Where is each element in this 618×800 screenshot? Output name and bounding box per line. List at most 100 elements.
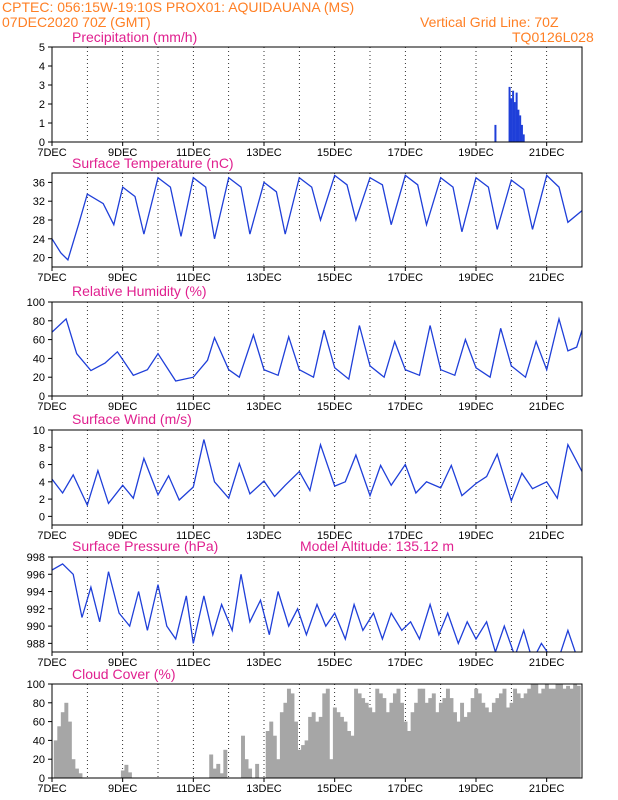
y-tick-label: 20 xyxy=(33,372,45,384)
x-tick-label: 19DEC xyxy=(458,657,494,669)
cloud-bar xyxy=(460,702,465,778)
cloud-bar xyxy=(463,716,468,778)
x-tick-label: 13DEC xyxy=(246,657,282,669)
station-info: CPTEC: 056:15W-19:10S PROX01: AQUIDAUANA… xyxy=(2,0,355,15)
cloud-bar xyxy=(477,693,482,778)
cloud-bar xyxy=(445,688,450,778)
panel-subtitle: Model Altitude: 135.12 m xyxy=(300,538,454,554)
x-tick-label: 19DEC xyxy=(458,783,494,795)
cloud-bar xyxy=(332,707,337,778)
cloud-bar xyxy=(438,702,443,778)
x-tick-label: 19DEC xyxy=(458,272,494,284)
cloud-bar xyxy=(569,688,574,778)
panel-frame xyxy=(51,301,583,397)
x-tick-label: 13DEC xyxy=(246,401,282,413)
precip-bar xyxy=(522,134,525,142)
precip-bar xyxy=(510,98,513,142)
y-tick-label: 32 xyxy=(33,196,45,208)
y-tick-label: 60 xyxy=(33,717,45,729)
precip-bar xyxy=(515,92,518,142)
cloud-bar xyxy=(361,698,366,778)
cloud-bar xyxy=(343,721,348,778)
cloud-bar xyxy=(566,685,571,778)
header: CPTEC: 056:15W-19:10S PROX01: AQUIDAUANA… xyxy=(0,0,618,46)
panel-4: 988 990 992 994 996 998 7DEC 9DEC 11DEC 13DEC 15DE… xyxy=(27,538,583,669)
y-tick-label: 60 xyxy=(33,335,45,347)
cloud-bar xyxy=(216,763,221,778)
cloud-bar xyxy=(491,702,496,778)
cloud-bar xyxy=(389,702,394,778)
x-tick-label: 19DEC xyxy=(458,530,494,542)
cloud-bar xyxy=(357,693,362,778)
x-tick-label: 21DEC xyxy=(529,530,565,542)
cloud-bar xyxy=(467,712,472,778)
cloud-bar xyxy=(255,763,260,778)
cloud-bar xyxy=(410,712,415,778)
x-tick-label: 11DEC xyxy=(176,401,211,413)
x-tick-label: 15DEC xyxy=(317,272,353,284)
cloud-bar xyxy=(74,768,79,778)
panel-title: Surface Pressure (hPa) xyxy=(72,538,218,554)
cloud-bar xyxy=(576,685,581,778)
cloud-bar xyxy=(417,688,422,778)
y-tick-label: 988 xyxy=(27,638,45,650)
cloud-bar xyxy=(435,712,440,778)
precip-bar xyxy=(494,124,497,142)
cloud-bar xyxy=(506,707,510,778)
x-tick-label: 15DEC xyxy=(317,401,353,413)
cloud-bar xyxy=(555,684,560,778)
cloud-bar xyxy=(329,759,334,778)
cloud-bar xyxy=(318,716,323,778)
x-tick-label: 21DEC xyxy=(529,783,565,795)
y-tick-label: 998 xyxy=(27,552,45,564)
y-tick-label: 992 xyxy=(27,604,45,616)
x-tick-label: 19DEC xyxy=(458,401,494,413)
y-tick-label: 1 xyxy=(39,118,45,130)
precip-bar xyxy=(513,102,516,142)
cloud-bar xyxy=(548,688,553,778)
x-tick-label: 11DEC xyxy=(176,783,211,795)
x-tick-label: 17DEC xyxy=(388,272,424,284)
y-tick-label: 0 xyxy=(39,137,45,149)
x-tick-label: 11DEC xyxy=(176,657,211,669)
cloud-bar xyxy=(562,688,567,778)
x-tick-label: 9DEC xyxy=(108,272,137,284)
cloud-bar xyxy=(428,698,433,778)
cloud-bar xyxy=(67,721,72,778)
y-tick-label: 4 xyxy=(39,61,45,73)
panel-3: 0 2 4 6 8 10 7DEC 9DEC 11DEC 13DEC 15DEC 17DEC 19DEC… xyxy=(33,411,583,542)
cloud-bar xyxy=(120,770,125,778)
model-id: TQ0126L028 xyxy=(512,29,594,45)
precip-bar xyxy=(508,86,511,142)
x-tick-label: 7DEC xyxy=(37,401,66,413)
panel-frame xyxy=(51,683,583,779)
x-tick-label: 9DEC xyxy=(108,530,137,542)
y-tick-label: 8 xyxy=(39,442,45,454)
cloud-bar xyxy=(382,698,387,778)
x-tick-label: 21DEC xyxy=(529,272,565,284)
cloud-bar xyxy=(530,684,535,778)
y-tick-label: 10 xyxy=(33,425,45,437)
cloud-bar xyxy=(350,735,355,778)
cloud-bar xyxy=(78,773,83,778)
cloud-bar xyxy=(368,707,373,778)
cloud-bar xyxy=(244,759,249,778)
y-tick-label: 6 xyxy=(39,460,45,472)
y-tick-label: 20 xyxy=(33,754,45,766)
cloud-bar xyxy=(127,772,132,778)
cloud-bar xyxy=(414,702,419,778)
cloud-bar xyxy=(385,712,390,778)
cloud-bar xyxy=(304,740,309,778)
cloud-bar xyxy=(573,684,578,778)
cloud-bar xyxy=(498,693,503,778)
precip-bar xyxy=(519,115,522,142)
x-tick-label: 19DEC xyxy=(458,147,494,159)
panel-1: 20 24 28 32 36 7DEC 9DEC 11DEC 13DEC 15DEC 17DEC 19… xyxy=(33,155,583,284)
cloud-bar xyxy=(375,688,380,778)
y-tick-label: 0 xyxy=(39,391,45,403)
cloud-bar xyxy=(541,688,546,778)
cloud-bar xyxy=(484,707,489,778)
cloud-bar xyxy=(502,688,507,778)
x-tick-label: 15DEC xyxy=(317,657,353,669)
